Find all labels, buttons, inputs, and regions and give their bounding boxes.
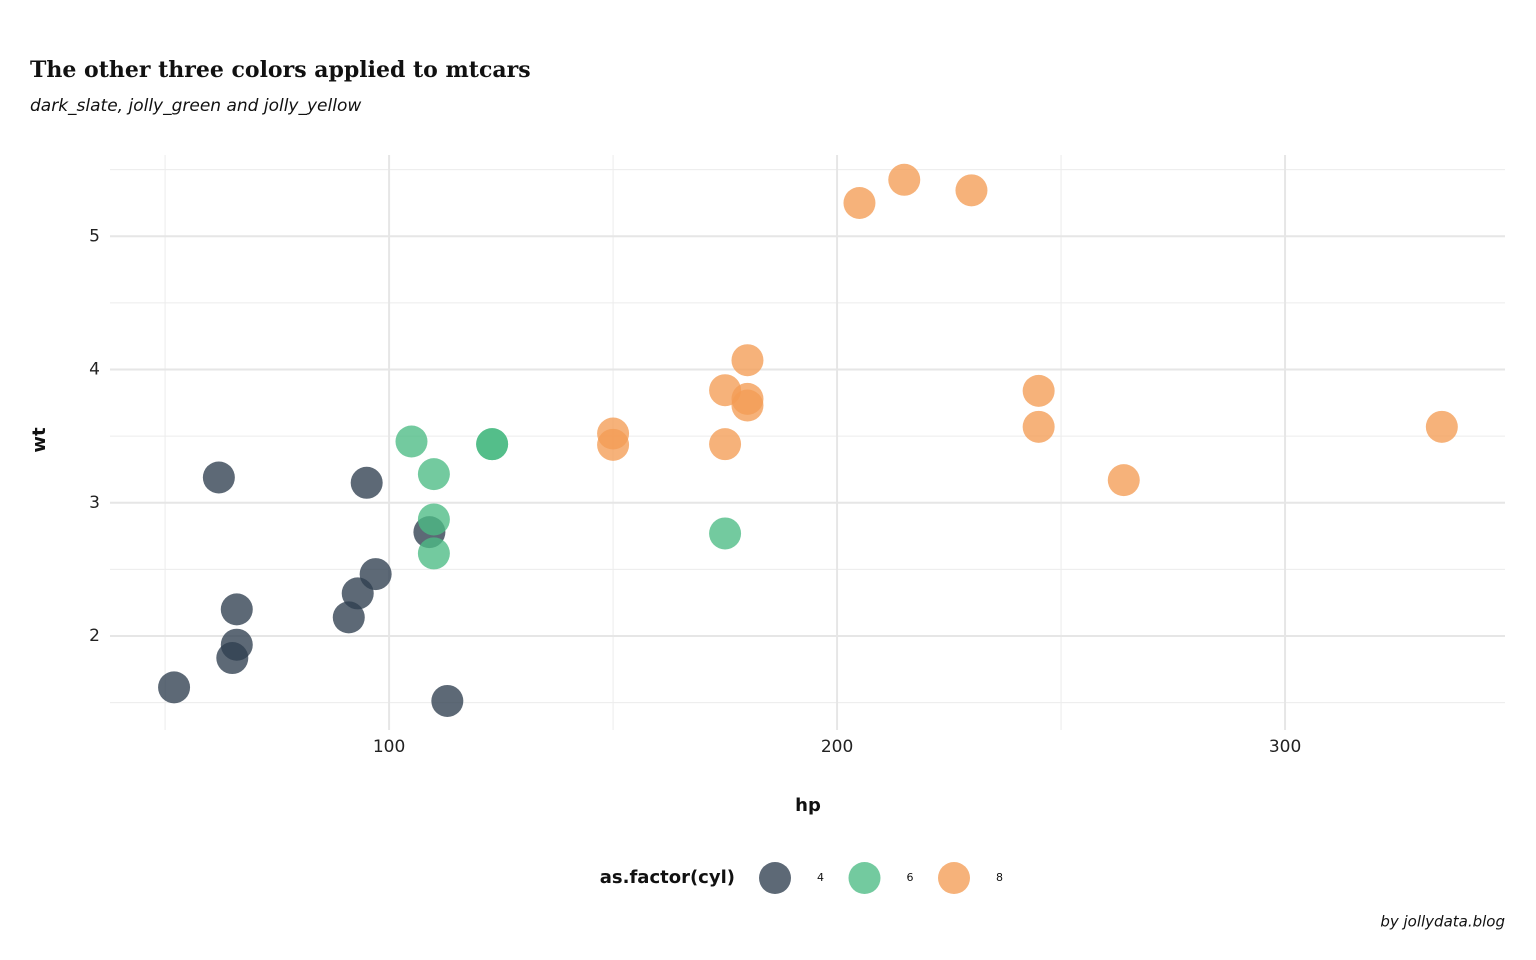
y-tick-label: 2 bbox=[89, 626, 100, 646]
point bbox=[709, 517, 742, 550]
point bbox=[417, 458, 450, 491]
point bbox=[220, 593, 253, 626]
caption: by jollydata.blog bbox=[1380, 913, 1505, 931]
point bbox=[709, 428, 742, 461]
point bbox=[1107, 464, 1140, 497]
point bbox=[220, 628, 253, 661]
legend-swatch bbox=[938, 862, 970, 894]
point bbox=[350, 466, 383, 499]
point bbox=[955, 174, 988, 207]
legend-swatch bbox=[848, 862, 881, 894]
point bbox=[476, 428, 509, 461]
chart-subtitle: dark_slate, jolly_green and jolly_yellow bbox=[30, 96, 361, 116]
point bbox=[888, 163, 921, 196]
legend-swatch bbox=[759, 862, 791, 894]
legend-label: 8 bbox=[996, 871, 1003, 884]
y-tick-label: 5 bbox=[89, 226, 100, 246]
point bbox=[731, 344, 764, 377]
legend-label: 4 bbox=[817, 871, 824, 884]
x-axis-title: hp bbox=[795, 795, 821, 816]
x-tick-label: 100 bbox=[373, 737, 405, 757]
point bbox=[417, 537, 450, 570]
chart-title: The other three colors applied to mtcars bbox=[30, 57, 531, 83]
point bbox=[1022, 374, 1055, 407]
point bbox=[417, 503, 450, 536]
point bbox=[431, 684, 464, 717]
point bbox=[332, 601, 365, 634]
point bbox=[709, 374, 742, 407]
point bbox=[202, 461, 235, 494]
y-tick-label: 4 bbox=[89, 360, 100, 380]
point bbox=[359, 558, 392, 591]
y-tick-label: 3 bbox=[89, 493, 100, 513]
point bbox=[158, 671, 191, 704]
x-tick-label: 300 bbox=[1269, 737, 1301, 757]
legend-label: 6 bbox=[907, 871, 914, 884]
point bbox=[597, 428, 630, 461]
point bbox=[1022, 410, 1055, 443]
x-tick-label: 200 bbox=[821, 737, 853, 757]
y-axis-title: wt bbox=[29, 427, 50, 453]
legend-title: as.factor(cyl) bbox=[600, 867, 735, 888]
point bbox=[1425, 410, 1458, 443]
point bbox=[843, 186, 876, 219]
point bbox=[395, 425, 428, 458]
